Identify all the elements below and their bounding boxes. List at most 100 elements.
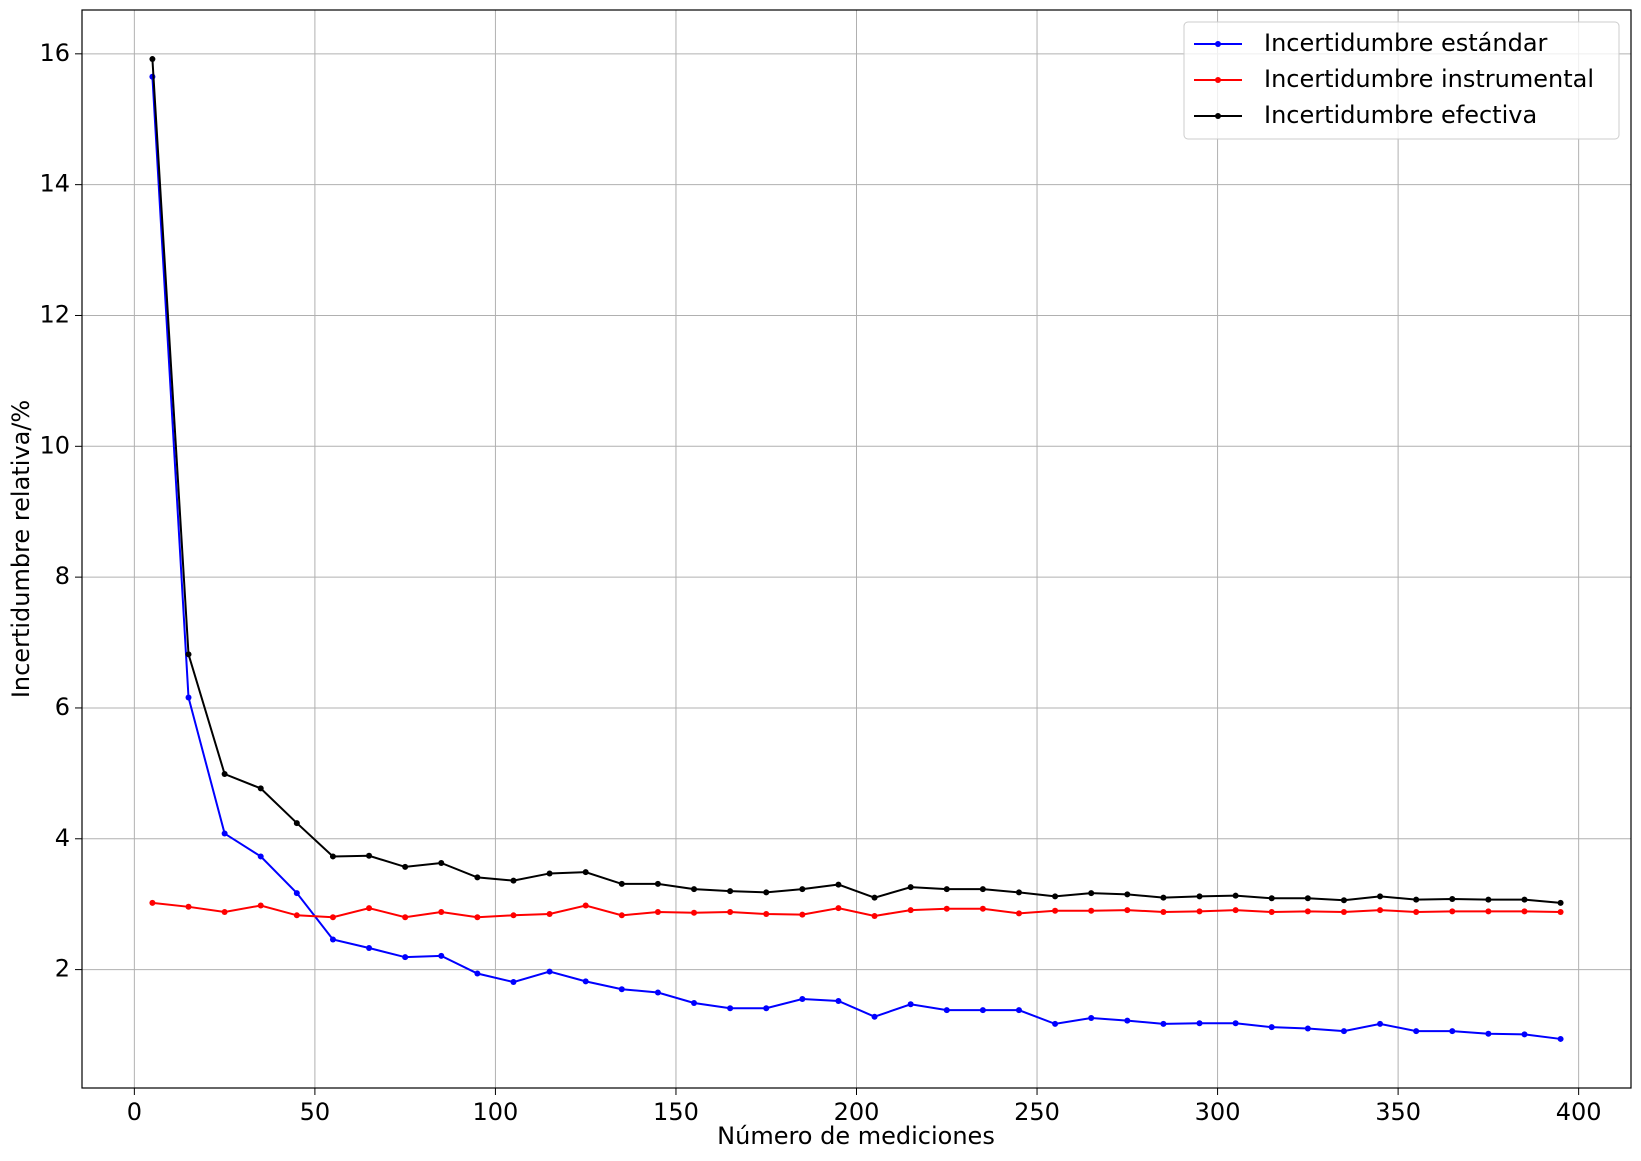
- data-point: [835, 881, 842, 888]
- data-point: [582, 902, 589, 909]
- data-point: [221, 909, 228, 916]
- data-point: [1268, 895, 1275, 902]
- x-tick-label: 50: [300, 1098, 331, 1126]
- data-point: [474, 914, 481, 921]
- data-point: [185, 903, 192, 910]
- data-point: [1268, 909, 1275, 916]
- x-axis-label: Número de mediciones: [717, 1122, 995, 1150]
- data-point: [1124, 907, 1131, 914]
- data-point: [1413, 896, 1420, 903]
- data-point: [221, 771, 228, 778]
- data-point: [402, 914, 409, 921]
- data-point: [1052, 893, 1059, 900]
- y-tick-label: 14: [39, 170, 70, 198]
- data-point: [474, 970, 481, 977]
- data-point: [907, 884, 914, 891]
- data-point: [799, 996, 806, 1003]
- data-point: [1521, 896, 1528, 903]
- data-point: [943, 1007, 950, 1014]
- data-point: [1485, 1030, 1492, 1037]
- data-point: [1413, 909, 1420, 916]
- data-point: [1340, 909, 1347, 916]
- data-point: [582, 869, 589, 876]
- data-point: [149, 56, 156, 63]
- data-point: [1088, 907, 1095, 914]
- x-tick-label: 250: [1014, 1098, 1060, 1126]
- data-point: [1557, 1035, 1564, 1042]
- data-point: [366, 852, 373, 859]
- x-tick-label: 300: [1195, 1098, 1241, 1126]
- data-point: [1557, 909, 1564, 916]
- data-point: [366, 905, 373, 912]
- data-point: [185, 651, 192, 658]
- data-point: [257, 853, 264, 860]
- data-point: [1268, 1024, 1275, 1031]
- x-tick-label: 200: [834, 1098, 880, 1126]
- data-point: [1232, 1020, 1239, 1027]
- data-point: [618, 880, 625, 887]
- x-tick-label: 400: [1556, 1098, 1602, 1126]
- data-point: [871, 1013, 878, 1020]
- data-point: [1377, 893, 1384, 900]
- data-point: [654, 989, 661, 996]
- data-point: [943, 886, 950, 893]
- data-point: [1232, 907, 1239, 914]
- data-point: [1521, 908, 1528, 915]
- data-point: [1196, 893, 1203, 900]
- data-point: [799, 886, 806, 893]
- data-point: [1521, 1031, 1528, 1038]
- data-point: [871, 912, 878, 919]
- y-tick-label: 8: [55, 562, 70, 590]
- data-point: [1232, 892, 1239, 899]
- data-point: [1124, 891, 1131, 898]
- data-point: [257, 785, 264, 792]
- data-point: [474, 874, 481, 881]
- legend-box: [1183, 21, 1620, 140]
- data-point: [979, 886, 986, 893]
- data-point: [510, 912, 517, 919]
- data-point: [1015, 889, 1022, 896]
- data-point: [329, 853, 336, 860]
- data-point: [257, 902, 264, 909]
- legend-label: Incertidumbre estándar: [1264, 29, 1548, 57]
- data-point: [943, 905, 950, 912]
- data-point: [1304, 908, 1311, 915]
- data-point: [654, 909, 661, 916]
- data-point: [1377, 907, 1384, 914]
- data-point: [293, 912, 300, 919]
- legend-label: Incertidumbre efectiva: [1264, 101, 1537, 129]
- data-point: [1015, 910, 1022, 917]
- data-point: [1160, 1020, 1167, 1027]
- y-tick-label: 10: [39, 431, 70, 459]
- legend-marker: [1215, 113, 1221, 119]
- data-point: [1485, 908, 1492, 915]
- data-point: [185, 694, 192, 701]
- data-point: [1196, 908, 1203, 915]
- data-point: [1088, 890, 1095, 897]
- data-point: [979, 1007, 986, 1014]
- data-point: [402, 954, 409, 961]
- data-point: [618, 986, 625, 993]
- data-point: [799, 911, 806, 918]
- data-point: [979, 905, 986, 912]
- data-point: [510, 877, 517, 884]
- data-point: [1340, 1028, 1347, 1035]
- data-point: [1088, 1015, 1095, 1022]
- data-point: [546, 870, 553, 877]
- data-point: [763, 1005, 770, 1012]
- data-point: [546, 968, 553, 975]
- data-point: [1304, 1025, 1311, 1032]
- data-point: [1485, 896, 1492, 903]
- y-tick-label: 12: [39, 300, 70, 328]
- y-tick-label: 6: [55, 693, 70, 721]
- data-point: [149, 899, 156, 906]
- data-point: [691, 999, 698, 1006]
- data-point: [1160, 909, 1167, 916]
- data-point: [582, 978, 589, 985]
- y-tick-label: 4: [55, 824, 70, 852]
- data-point: [763, 889, 770, 896]
- data-point: [871, 894, 878, 901]
- legend-marker: [1215, 77, 1221, 83]
- data-point: [329, 914, 336, 921]
